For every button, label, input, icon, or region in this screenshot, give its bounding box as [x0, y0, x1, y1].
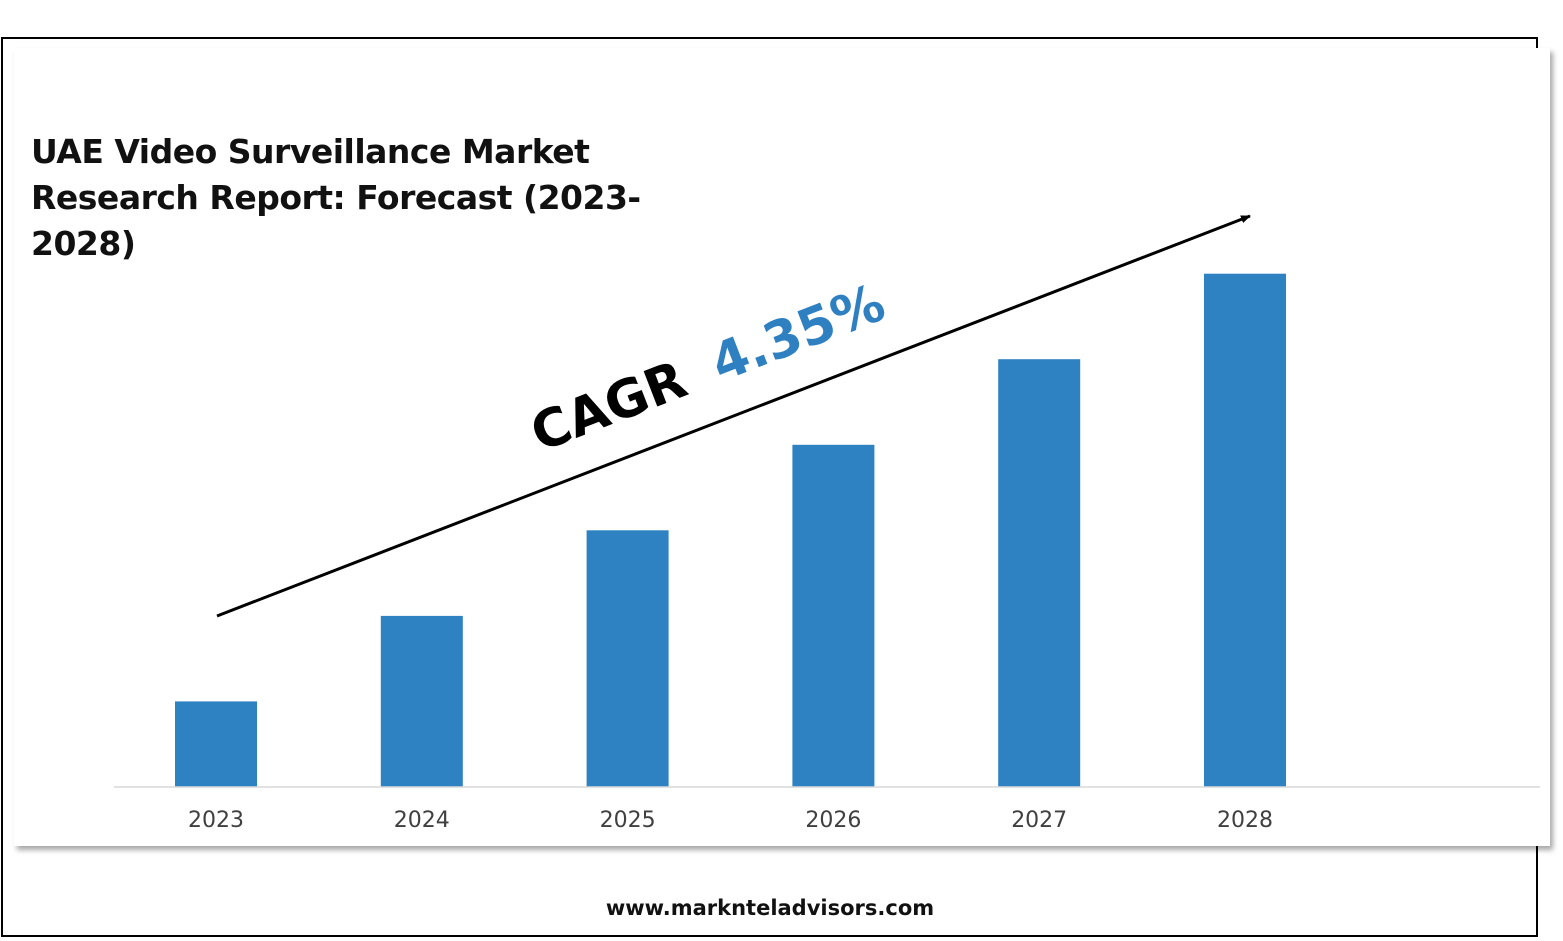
x-tick-label-2025: 2025	[600, 808, 656, 833]
bar-2025	[586, 530, 669, 787]
cagr-value: 4.35%	[703, 273, 893, 394]
chart-title: UAE Video Surveillance Market Research R…	[31, 132, 641, 263]
trend-arrow	[216, 214, 1251, 618]
x-tick-label-2028: 2028	[1217, 808, 1273, 833]
x-tick-label-2023: 2023	[188, 808, 244, 833]
chart-panel	[14, 48, 1550, 846]
bar-2028	[1204, 273, 1286, 787]
cagr-annotation: CAGR 4.35%	[523, 273, 893, 464]
website-footer: www.marknteladvisors.com	[605, 896, 935, 920]
x-tick-label-2026: 2026	[805, 808, 861, 833]
x-tick-label-2024: 2024	[394, 808, 450, 833]
bars-group	[175, 273, 1286, 787]
x-tick-label-2027: 2027	[1011, 808, 1067, 833]
bar-2023	[175, 701, 257, 787]
bar-2026	[792, 444, 875, 787]
cagr-label: CAGR	[523, 350, 695, 464]
bar-2024	[380, 615, 463, 787]
bar-2027	[998, 359, 1081, 787]
tick-labels-group: 2023 2024 2025 2026 2027 2028	[188, 808, 1273, 833]
